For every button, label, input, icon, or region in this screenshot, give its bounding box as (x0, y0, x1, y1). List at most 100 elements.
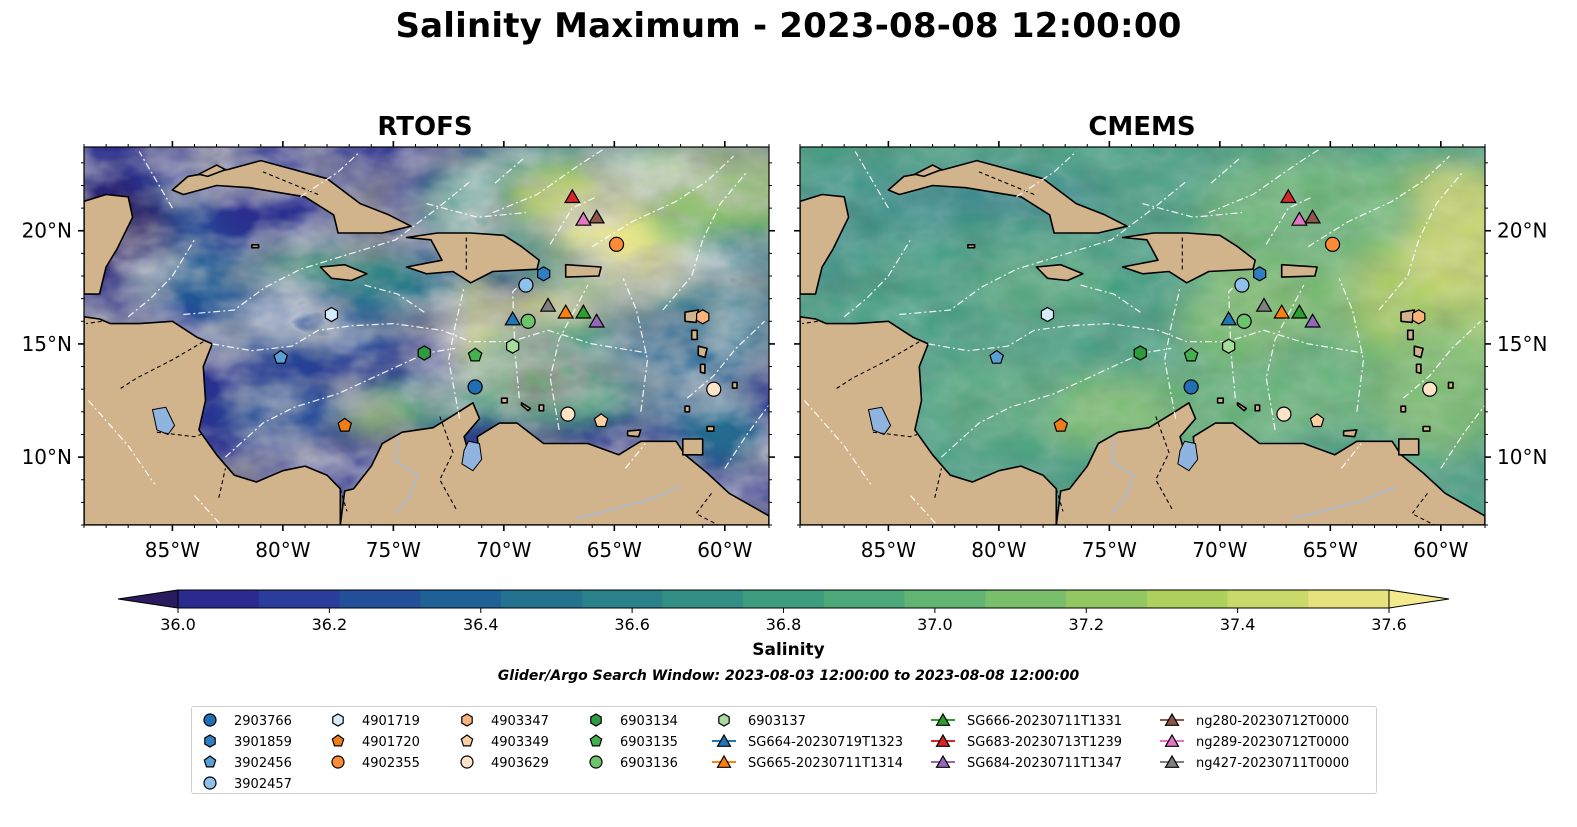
marker-SG683-20230713T1239 (1279, 188, 1297, 204)
land-martinique (697, 345, 708, 359)
land (800, 159, 1485, 525)
legend-marker (589, 734, 603, 747)
legend-entry: 4902355 (331, 755, 420, 771)
marker-4902355 (608, 236, 625, 252)
marker-6903136 (520, 313, 536, 329)
eez-line (591, 155, 735, 248)
colorbar-bin (985, 590, 1067, 608)
colorbar-tick-label: 37.0 (917, 615, 953, 634)
panel-title-cmems: CMEMS (1088, 112, 1196, 142)
colorbar-bin (743, 590, 825, 608)
colorbar-bin (1066, 590, 1148, 608)
observation-markers (989, 188, 1438, 432)
land (84, 159, 769, 525)
colorbar-extend-max (1388, 589, 1450, 609)
eez-line (1307, 155, 1451, 248)
eez-line (494, 157, 525, 184)
eez-line (447, 287, 465, 419)
marker-ng280-20230712T0000 (1304, 209, 1322, 224)
marker-4903629 (1422, 381, 1438, 397)
colorbar-tick-label: 37.2 (1068, 615, 1104, 634)
marker-ng289-20230712T0000 (574, 211, 592, 226)
colorbar-extend-min (117, 589, 179, 609)
lon-tick-label: 60°W (1413, 538, 1468, 562)
colorbar-bin (1146, 590, 1229, 608)
legend-marker (203, 755, 217, 768)
lat-tick-label: 20°N (1497, 219, 1547, 243)
eez-line (899, 180, 1188, 316)
eez-line (803, 400, 872, 485)
land-tobago (1422, 425, 1431, 432)
legend-entry: 4903347 (461, 713, 549, 729)
legend-entry: ng427-20230711T0000 (1160, 754, 1349, 771)
land-border (218, 468, 226, 498)
land-border (1411, 492, 1435, 525)
marker-3902457 (518, 277, 534, 293)
colorbar-ticks: 36.0 36.2 36.4 36.6 36.8 37.0 37.2 37.4 37.6 (160, 608, 1407, 634)
legend-marker (1164, 733, 1180, 747)
legend-label: ng427-20230711T0000 (1196, 756, 1349, 771)
land-border (1155, 416, 1174, 512)
marker-4903629 (706, 381, 722, 397)
lon-tick-label: 75°W (366, 538, 421, 562)
eez-line (426, 203, 526, 218)
eez-line (183, 180, 472, 316)
land-border (439, 416, 458, 512)
marker-6903135 (1183, 347, 1199, 362)
marker-6903137 (506, 338, 520, 354)
marker-SG683-20230713T1239 (563, 188, 581, 204)
legend-marker (935, 733, 951, 747)
land-grenada (684, 405, 691, 413)
land-trinidad (681, 438, 704, 456)
land-border (86, 320, 102, 325)
marker-4901719 (1040, 306, 1055, 323)
marker-4903347 (1411, 309, 1426, 325)
land-border (1055, 488, 1064, 512)
marker-3902457 (1234, 277, 1250, 293)
marker-SG666-20230711T1331 (1290, 303, 1308, 319)
land-bonaire (1254, 404, 1261, 412)
lon-tick-label: 70°W (476, 538, 531, 562)
colorbar-bin (823, 590, 906, 608)
marker-4903347 (695, 309, 710, 325)
legend-entry: ng289-20230712T0000 (1160, 733, 1349, 750)
colorbar-tick-label: 36.0 (160, 615, 196, 634)
eez-line (1378, 171, 1464, 311)
panel-title-rtofs: RTOFS (377, 112, 473, 142)
land-trinidad (1398, 438, 1420, 456)
land-border (119, 341, 204, 390)
search-window-text: Glider/Argo Search Window: 2023-08-03 12… (497, 668, 1080, 684)
land-dominica (690, 329, 699, 341)
legend-marker (590, 713, 602, 727)
marker-3901859 (1252, 266, 1267, 282)
legend-entry: SG683-20230713T1239 (931, 733, 1122, 750)
axis-ticks (78, 141, 775, 531)
marker-6903137 (1221, 338, 1236, 354)
legend-marker (460, 734, 474, 747)
lake-nicaragua (867, 406, 892, 436)
legend-marker (1164, 712, 1180, 726)
marker-ng280-20230712T0000 (588, 209, 606, 224)
land-cuba (171, 159, 412, 234)
legend-marker (718, 713, 730, 727)
land-puertorico (1280, 263, 1318, 278)
land-cuba (887, 159, 1128, 234)
colorbar-tick-label: 36.8 (766, 615, 802, 634)
legend-marker (1164, 754, 1180, 768)
legend-marker (204, 734, 216, 748)
colorbar-body (117, 589, 1450, 609)
land-margarita (626, 429, 642, 438)
eez-line (622, 278, 649, 412)
eez-line (1440, 404, 1485, 469)
eez-line (1210, 157, 1241, 184)
legend-entry: 4901719 (332, 713, 420, 729)
land-yucatan (84, 193, 134, 295)
eez-line (1016, 151, 1077, 198)
legend-entry: 4903629 (460, 755, 549, 771)
legend-marker (460, 755, 474, 769)
land-caymans (251, 244, 260, 249)
eez-line (549, 284, 589, 431)
river (394, 436, 419, 515)
eez-line (624, 443, 646, 469)
legend-entry: 3902457 (203, 776, 292, 792)
